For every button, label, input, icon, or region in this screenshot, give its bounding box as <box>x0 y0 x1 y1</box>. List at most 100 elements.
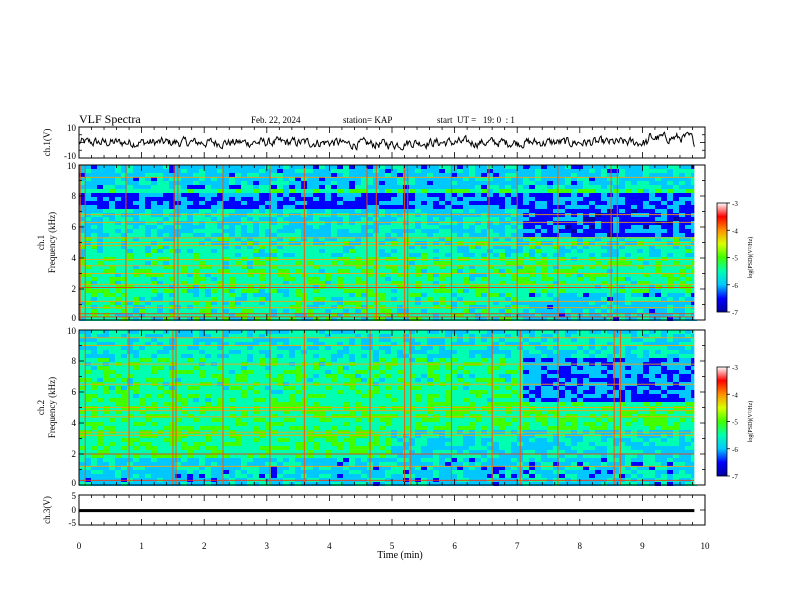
spectrogram-cell <box>187 269 193 273</box>
spectrogram-cell <box>283 313 289 317</box>
spectrogram-cell <box>685 334 691 338</box>
y-tick-label: 8 <box>72 191 77 201</box>
spectrogram-cell <box>295 197 301 201</box>
spectrogram-cell <box>271 273 277 277</box>
spectrogram-cell <box>391 245 397 249</box>
spectrogram-cell <box>547 350 553 354</box>
spectrogram-cell <box>553 346 559 350</box>
spectrogram-cell <box>379 269 385 273</box>
spectrogram-cell <box>187 334 193 338</box>
spectrogram-cell <box>163 281 169 285</box>
spectrogram-cell <box>169 189 175 193</box>
spectrogram-cell <box>583 350 589 354</box>
spectrogram-cell <box>205 346 211 350</box>
spectrogram-cell <box>283 249 289 253</box>
spectrogram-cell <box>169 350 175 354</box>
spectrogram-cell <box>331 305 337 309</box>
spectrogram-cell <box>655 173 661 177</box>
spectrogram-cell <box>649 189 655 193</box>
spectrogram-cell <box>253 350 259 354</box>
spectrogram-cell <box>607 169 613 173</box>
spectrogram-cell <box>475 354 481 358</box>
spectrogram-cell <box>595 253 601 257</box>
spectrogram-cell <box>625 309 631 313</box>
spectrogram-cell <box>295 173 301 177</box>
spectrogram-cell <box>361 253 367 257</box>
spectrogram-cell <box>631 237 637 241</box>
spectrogram-cell <box>451 193 457 197</box>
spectrogram-cell <box>673 177 679 181</box>
spectrogram-cell <box>253 173 259 177</box>
spectrogram-cell <box>397 201 403 205</box>
spectrogram-cell <box>229 350 235 354</box>
spectrogram-cell <box>169 209 175 213</box>
spectrogram-cell <box>523 209 529 213</box>
spectrogram-cell <box>607 237 613 241</box>
spectrogram-cell <box>673 330 679 334</box>
spectrogram-cell <box>235 249 241 253</box>
spectrogram-cell <box>679 257 685 261</box>
spectrogram-cell <box>427 350 433 354</box>
spectrogram-cell <box>379 185 385 189</box>
spectrogram-cell <box>589 201 595 205</box>
spectrogram-cell <box>187 221 193 225</box>
spectrogram-cell <box>505 330 511 334</box>
spectrogram-cell <box>499 173 505 177</box>
spectrogram-cell <box>235 169 241 173</box>
spectrogram-cell <box>115 221 121 225</box>
spectrogram-cell <box>379 277 385 281</box>
spectrogram-cell <box>643 217 649 221</box>
spectrogram-cell <box>673 261 679 265</box>
spectrogram-cell <box>91 229 97 233</box>
spectrogram-cell <box>313 189 319 193</box>
spectrogram-cell <box>601 197 607 201</box>
spectrogram-cell <box>361 265 367 269</box>
spectrogram-cell <box>121 261 127 265</box>
spectrogram-cell <box>133 197 139 201</box>
spectrogram-cell <box>673 181 679 185</box>
spectrogram-cell <box>649 261 655 265</box>
spectrogram-cell <box>103 273 109 277</box>
spectrogram-cell <box>679 177 685 181</box>
spectrogram-cell <box>541 217 547 221</box>
spectrogram-cell <box>673 265 679 269</box>
spectrogram-cell <box>679 205 685 209</box>
spectrogram-cell <box>499 237 505 241</box>
spectrogram-cell <box>661 346 667 350</box>
spectrogram-cell <box>409 197 415 201</box>
spectrogram-cell <box>211 205 217 209</box>
spectrogram-cell <box>337 281 343 285</box>
spectrogram-cell <box>313 297 319 301</box>
spectrogram-cell <box>181 257 187 261</box>
spectrogram-cell <box>535 209 541 213</box>
spectrogram-cell <box>253 334 259 338</box>
spectrogram-cell <box>403 273 409 277</box>
spectrogram-cell <box>223 249 229 253</box>
spectrogram-cell <box>571 350 577 354</box>
spectrogram-cell <box>157 313 163 317</box>
spectrogram-cell <box>103 221 109 225</box>
spectrogram-cell <box>445 181 451 185</box>
spectrogram-cell <box>343 273 349 277</box>
spectrogram-cell <box>331 301 337 305</box>
spectrogram-cell <box>445 338 451 342</box>
spectrogram-cell <box>79 273 85 277</box>
spectrogram-cell <box>283 253 289 257</box>
spectrogram-cell <box>295 269 301 273</box>
spectrogram-cell <box>241 249 247 253</box>
spectrogram-cell <box>259 185 265 189</box>
spectrogram-cell <box>451 334 457 338</box>
spectrogram-cell <box>451 261 457 265</box>
spectrogram-cell <box>565 177 571 181</box>
spectrogram-cell <box>319 229 325 233</box>
spectrogram-cell <box>397 317 403 321</box>
spectrogram-cell <box>451 189 457 193</box>
spectrogram-cell <box>421 201 427 205</box>
spectrogram-cell <box>385 249 391 253</box>
spectrogram-cell <box>337 330 343 334</box>
spectrogram-cell <box>121 245 127 249</box>
spectrogram-cell <box>385 317 391 321</box>
spectrogram-cell <box>289 301 295 305</box>
spectrogram-cell <box>655 269 661 273</box>
spectrogram-cell <box>445 354 451 358</box>
